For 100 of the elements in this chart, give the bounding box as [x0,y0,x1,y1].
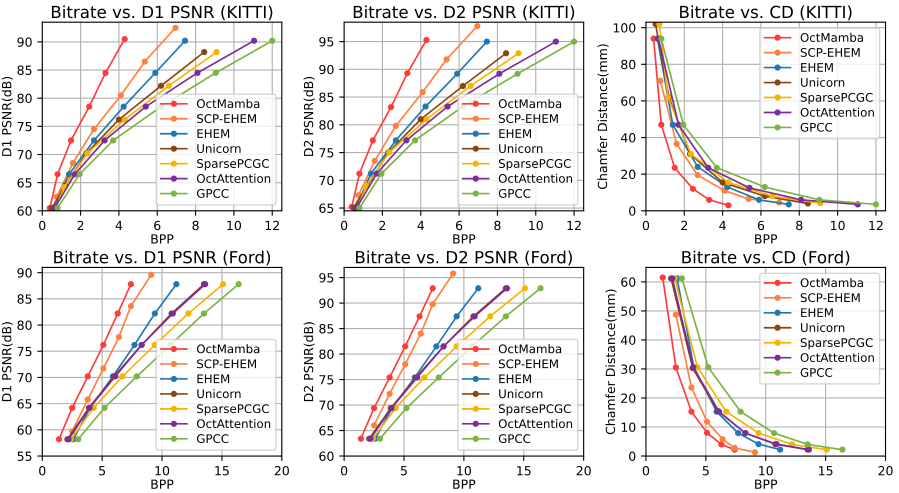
legend-label: OctAttention [800,352,874,362]
legend-label: OctAttention [196,174,270,183]
x-tick-label: 2 [379,220,386,230]
legend-label: SCP-EHEM [800,48,860,57]
legend-label: SparsePCGC [498,404,571,416]
x-tick-label: 12 [568,220,581,230]
x-axis-title: BPP [453,234,476,244]
x-axis-title: BPP [755,234,778,244]
x-tick-label: 20 [576,466,591,476]
x-tick-label: 0 [340,220,348,230]
chart-title: Bitrate vs. D1 PSNR (Ford) [54,250,270,266]
x-tick-label: 6 [154,220,160,230]
legend-label: OctMamba [196,98,260,108]
y-tick-label: 75 [320,148,334,158]
y-tick-label: 80 [319,120,334,130]
y-tick-label: 85 [17,66,32,75]
chart-title: Bitrate vs. D2 PSNR (KITTI) [354,5,574,20]
y-tick-label: 60 [621,277,636,287]
legend-label: GPCC [196,434,228,444]
x-tick-label: 8 [796,220,802,230]
x-tick-label: 10 [457,466,472,476]
y-tick-label: 75 [18,346,32,356]
x-tick-label: 6 [758,220,764,230]
legend-label: OctMamba [498,344,562,354]
chart-title: Bitrate vs. CD (Ford) [682,250,850,266]
y-tick-label: 30 [621,364,636,374]
y-tick-label: 20 [621,393,636,403]
legend-label: EHEM [197,129,230,138]
y-tick-label: 0 [629,451,636,461]
legend-label: OctMamba [800,278,863,288]
x-tick-label: 0 [642,220,650,230]
x-tick-label: 0 [39,220,46,230]
y-tick-label: 60 [319,451,334,461]
y-tick-label: 55 [18,452,32,461]
legend-label: GPCC [196,188,228,198]
chart-title: Bitrate vs. D1 PSNR (KITTI) [52,5,272,20]
x-axis-title: BPP [453,480,476,489]
legend-label: SCP-EHEM [197,114,256,124]
legend-label: Unicorn [197,144,241,153]
x-tick-label: 10 [155,466,170,476]
y-tick-label: 10 [622,422,636,432]
y-tick-label: 85 [319,324,334,334]
legend-label: EHEM [197,374,230,384]
legend-label: SCP-EHEM [498,114,558,124]
x-tick-label: 15 [215,466,229,476]
legend-label: GPCC [498,434,530,444]
legend-label: OctAttention [196,419,270,428]
y-tick-label: 75 [320,375,334,384]
y-tick-label: 60 [621,96,636,106]
y-tick-label: 75 [18,122,32,132]
legend-label: SparsePCGC [197,159,269,170]
y-tick-label: 90 [319,64,334,74]
legend-label: GPCC [800,122,832,132]
y-tick-label: 60 [18,206,32,216]
legend-label: GPCC [800,368,832,377]
legend-label: GPCC [498,188,530,198]
legend-label: OctAttention [800,108,874,117]
x-tick-label: 10 [529,220,543,230]
y-tick-label: 40 [620,335,636,345]
x-tick-label: 15 [517,466,531,476]
y-axis-title: Chamfer Distance(mm) [597,44,609,190]
x-tick-label: 4 [116,220,122,230]
y-axis-title: D1 PSNR(dB) [2,322,13,402]
x-axis-title: BPP [755,480,778,489]
x-tick-label: 10 [831,220,845,230]
legend-label: EHEM [499,374,531,384]
x-tick-label: 2 [681,220,688,230]
x-tick-label: 4 [719,220,726,230]
y-tick-label: 0 [629,206,636,216]
legend-label: SCP-EHEM [800,293,860,302]
y-axis-title: Chamfer Distance(mm) [605,290,617,434]
y-axis-title: D1 PSNR(dB) [2,76,13,156]
legend-label: Unicorn [801,78,844,87]
y-tick-label: 65 [319,204,334,213]
y-tick-label: 70 [18,150,32,160]
chart-title: Bitrate vs. D2 PSNR (Ford) [356,250,572,266]
x-tick-label: 8 [494,220,501,230]
y-tick-label: 70 [320,400,334,410]
y-tick-label: 80 [319,350,334,359]
x-tick-label: 10 [227,220,242,230]
y-tick-label: 65 [18,178,32,188]
legend-label: SCP-EHEM [197,359,256,368]
legend-label: OctAttention [498,419,572,428]
y-tick-label: 85 [17,294,32,304]
legend-label: Unicorn [499,389,542,398]
y-tick-label: 85 [319,92,334,102]
y-tick-label: 80 [17,320,32,330]
x-tick-label: 20 [274,466,289,476]
legend-label: SparsePCGC [498,159,571,170]
y-axis-title: D2 PSNR(dB) [304,322,315,402]
legend-label: EHEM [801,63,833,72]
chart-title: Bitrate vs. CD (KITTI) [680,5,852,20]
x-axis-title: BPP [151,480,174,489]
legend-label: OctMamba [800,32,863,42]
legend-label: SparsePCGC [800,92,873,104]
y-tick-label: 100 [614,23,636,33]
y-tick-label: 70 [320,176,334,186]
x-tick-label: 5 [702,466,709,476]
legend-label: OctMamba [196,344,260,354]
x-tick-label: 12 [266,220,279,230]
